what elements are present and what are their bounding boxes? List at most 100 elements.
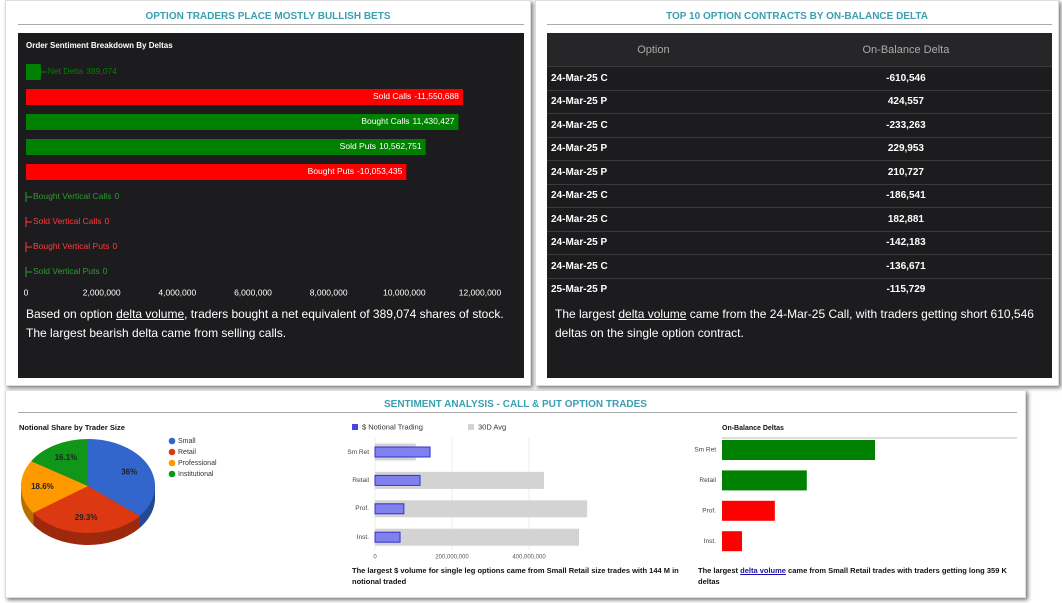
legend-label: Institutional bbox=[178, 471, 214, 478]
bar bbox=[26, 64, 41, 80]
text: Based on option bbox=[26, 307, 117, 321]
table-row: 24-Mar-25 P -142,183 bbox=[547, 230, 1052, 255]
bar-label: Sold Vertical Puts 0 bbox=[33, 266, 108, 276]
text: came from Small Retail trades with trade… bbox=[698, 566, 1007, 586]
chart-container: Order Sentiment Breakdown By Deltas 0 2,00… bbox=[18, 33, 524, 303]
table-row: 24-Mar-25 C 182,881 bbox=[547, 207, 1052, 231]
category: Bought Calls bbox=[361, 116, 409, 126]
table-cell: 24-Mar-25 C bbox=[547, 113, 760, 137]
table-row: 24-Mar-25 C -136,671 bbox=[547, 254, 1052, 278]
column-header: On-Balance Delta bbox=[759, 33, 1052, 67]
link[interactable]: delta volume bbox=[116, 307, 185, 321]
table-cell: 182,881 bbox=[759, 207, 1052, 231]
table-cell: 24-Mar-25 C bbox=[547, 66, 760, 90]
category: Bought Vertical Puts bbox=[33, 241, 110, 251]
bar-label: Bought Vertical Puts 0 bbox=[33, 241, 118, 251]
chart-title: On-Balance Deltas bbox=[722, 425, 784, 432]
value-label: 18.6% bbox=[31, 482, 54, 491]
bar bbox=[26, 164, 407, 180]
value-label: 16.1% bbox=[55, 453, 78, 462]
pie-slice bbox=[88, 439, 156, 516]
legend-marker bbox=[168, 437, 176, 445]
table-cell: -115,729 bbox=[759, 277, 1052, 301]
table-cell: -136,671 bbox=[759, 254, 1052, 278]
table-row: 24-Mar-25 P 424,557 bbox=[547, 89, 1052, 114]
bar bbox=[374, 446, 431, 458]
legend-marker bbox=[168, 459, 176, 467]
table-cell: 24-Mar-25 C bbox=[547, 183, 760, 208]
column-header: Option bbox=[547, 33, 760, 67]
table-cell: 24-Mar-25 P bbox=[547, 230, 760, 255]
y-tick-label: Inst. bbox=[704, 538, 716, 545]
y-tick-label: Retail bbox=[352, 476, 369, 484]
pie-slice bbox=[31, 439, 88, 486]
category: Net Delta bbox=[48, 66, 84, 76]
bar bbox=[722, 500, 775, 521]
value-label: 0 bbox=[103, 266, 108, 276]
legend-label: Professional bbox=[178, 460, 217, 467]
bar bbox=[722, 470, 807, 491]
header-row: Option On-Balance Delta bbox=[547, 33, 1052, 67]
x-tick-label: 8,000,000 bbox=[310, 287, 348, 297]
y-tick-label: Sm Ret bbox=[347, 448, 369, 456]
value-label: 389,074 bbox=[86, 66, 117, 76]
bar-label: Net Delta 389,074 bbox=[48, 66, 117, 76]
panel-title: SENTIMENT ANALYSIS - CALL & PUT OPTION T… bbox=[384, 399, 647, 410]
table-body: 24-Mar-25 C -610,546 24-Mar-25 P 424,557 24-… bbox=[547, 66, 1052, 301]
table-cell: 24-Mar-25 C bbox=[547, 207, 760, 231]
legend-label: $ Notional Trading bbox=[362, 422, 423, 431]
table-cell: 24-Mar-25 P bbox=[547, 136, 760, 161]
category: Sold Calls bbox=[373, 91, 411, 101]
value-label: 36% bbox=[121, 468, 137, 477]
category: Sold Puts bbox=[340, 141, 376, 151]
table-box: Option On-Balance Delta 24-Mar-25 C -610,54… bbox=[547, 33, 1052, 378]
bar bbox=[26, 89, 464, 105]
value-label: 29.3% bbox=[75, 513, 98, 522]
x-tick-label: 6,000,000 bbox=[234, 287, 272, 297]
bar bbox=[374, 474, 421, 486]
legend-marker bbox=[468, 424, 474, 430]
pie-slice bbox=[33, 486, 140, 533]
chart-title: Notional Share by Trader Size bbox=[19, 423, 125, 432]
y-tick-label: Retail bbox=[699, 477, 716, 484]
x-tick-label: 4,000,000 bbox=[158, 287, 196, 297]
bar bbox=[26, 114, 459, 130]
bar-label: Bought Calls 11,430,427 bbox=[361, 116, 454, 126]
bar bbox=[722, 440, 875, 460]
x-tick-label: 0 bbox=[373, 555, 377, 561]
text: The largest bbox=[698, 566, 741, 575]
bar bbox=[374, 531, 401, 543]
chart-container: Notional Share by Trader Size 36% Small 29.… bbox=[10, 418, 230, 558]
x-tick-label: 12,000,000 bbox=[459, 287, 502, 297]
category: Bought Vertical Calls bbox=[33, 191, 111, 201]
bar bbox=[26, 139, 426, 155]
text: , traders bought a net equivalent of 389… bbox=[26, 307, 504, 340]
table-cell: 24-Mar-25 P bbox=[547, 160, 760, 184]
value-label: -10,053,435 bbox=[357, 166, 403, 176]
chart: $ Notional Trading 30D Avg 0 200,000,000 400… bbox=[352, 422, 588, 561]
category: Sold Vertical Calls bbox=[33, 216, 102, 226]
table-cell: 229,953 bbox=[759, 136, 1052, 161]
table-row: 24-Mar-25 P 229,953 bbox=[547, 136, 1052, 161]
y-tick-label: Prof. bbox=[702, 508, 716, 515]
table-row: 24-Mar-25 P 210,727 bbox=[547, 160, 1052, 184]
panel-title: TOP 10 OPTION CONTRACTS BY ON-BALANCE DE… bbox=[666, 11, 928, 22]
panel: SENTIMENT ANALYSIS - CALL & PUT OPTION T… bbox=[5, 390, 1026, 598]
bar bbox=[722, 531, 743, 552]
bar-label: Sold Calls -11,550,688 bbox=[373, 91, 459, 101]
panel-title: OPTION TRADERS PLACE MOSTLY BULLISH BETS bbox=[145, 11, 391, 22]
value-label: 0 bbox=[114, 191, 119, 201]
table-cell: 24-Mar-25 C bbox=[547, 254, 760, 278]
text: The largest bbox=[555, 307, 619, 321]
category: Bought Puts bbox=[308, 166, 354, 176]
y-tick-label: Sm Ret bbox=[694, 447, 716, 454]
category: Sold Vertical Puts bbox=[33, 266, 100, 276]
legend-marker bbox=[352, 424, 358, 430]
chart: Order Sentiment Breakdown By Deltas 0 2,00… bbox=[24, 41, 502, 297]
link[interactable]: delta volume bbox=[618, 307, 687, 321]
table-cell: 210,727 bbox=[759, 160, 1052, 184]
bar-label: Sold Puts 10,562,751 bbox=[340, 141, 422, 151]
link[interactable]: delta volume bbox=[740, 566, 786, 575]
table-cell: -610,546 bbox=[759, 66, 1052, 90]
